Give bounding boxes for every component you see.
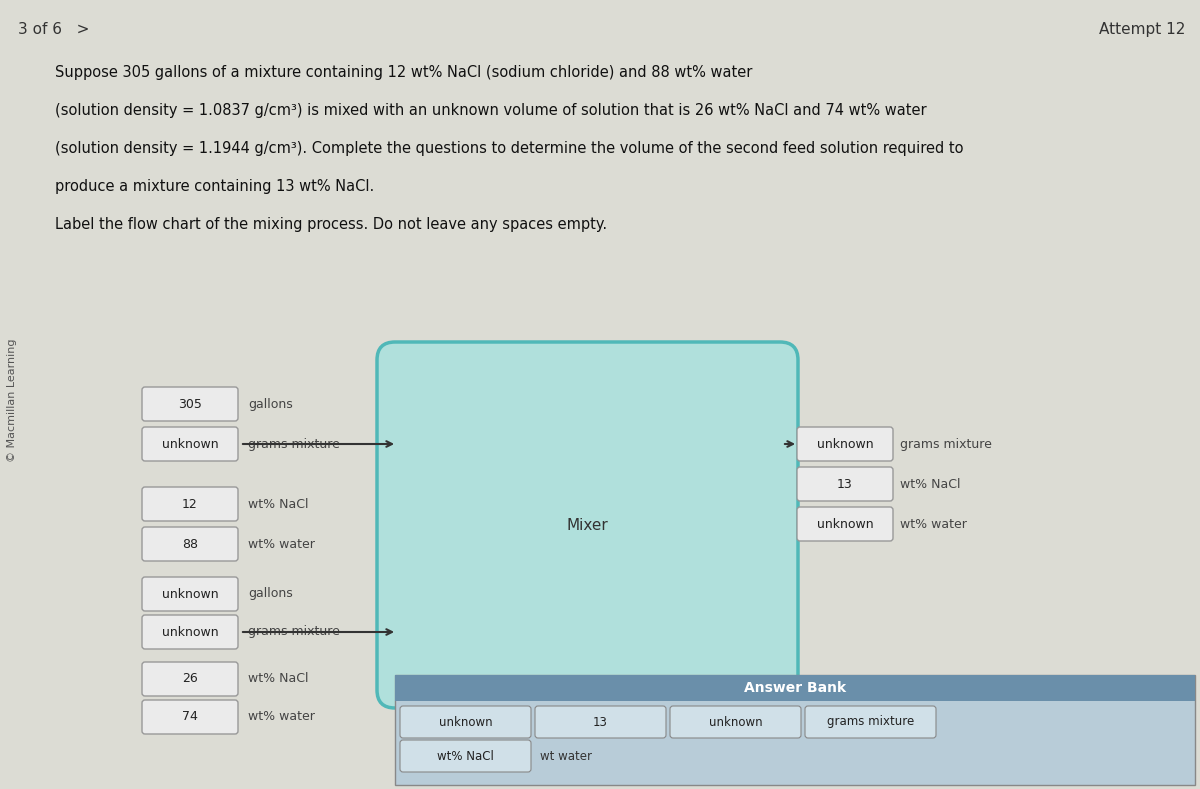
Text: gallons: gallons (248, 588, 293, 600)
Text: Label the flow chart of the mixing process. Do not leave any spaces empty.: Label the flow chart of the mixing proce… (55, 217, 607, 232)
Text: unknown: unknown (162, 588, 218, 600)
Text: (solution density = 1.0837 g/cm³) is mixed with an unknown volume of solution th: (solution density = 1.0837 g/cm³) is mix… (55, 103, 926, 118)
Text: 305: 305 (178, 398, 202, 410)
FancyBboxPatch shape (797, 507, 893, 541)
Text: 26: 26 (182, 672, 198, 686)
Text: 88: 88 (182, 537, 198, 551)
Text: Mixer: Mixer (566, 518, 608, 533)
FancyBboxPatch shape (142, 700, 238, 734)
Text: grams mixture: grams mixture (248, 437, 340, 451)
Text: gallons: gallons (248, 398, 293, 410)
Text: 13: 13 (838, 477, 853, 491)
Text: 13: 13 (593, 716, 608, 728)
Text: grams mixture: grams mixture (827, 716, 914, 728)
FancyBboxPatch shape (142, 577, 238, 611)
Text: unknown: unknown (439, 716, 492, 728)
Text: unknown: unknown (162, 437, 218, 451)
FancyBboxPatch shape (142, 662, 238, 696)
Text: (solution density = 1.1944 g/cm³). Complete the questions to determine the volum: (solution density = 1.1944 g/cm³). Compl… (55, 141, 964, 156)
Text: Attempt 12: Attempt 12 (1099, 22, 1186, 37)
Text: 74: 74 (182, 711, 198, 724)
FancyBboxPatch shape (670, 706, 802, 738)
Text: wt% water: wt% water (900, 518, 967, 530)
FancyBboxPatch shape (535, 706, 666, 738)
Text: 12: 12 (182, 498, 198, 510)
FancyBboxPatch shape (142, 615, 238, 649)
Text: unknown: unknown (709, 716, 762, 728)
FancyBboxPatch shape (400, 740, 530, 772)
FancyBboxPatch shape (395, 675, 1195, 701)
Text: wt% water: wt% water (248, 711, 314, 724)
Text: produce a mixture containing 13 wt% NaCl.: produce a mixture containing 13 wt% NaCl… (55, 179, 374, 194)
Text: wt% NaCl: wt% NaCl (248, 498, 308, 510)
FancyBboxPatch shape (797, 467, 893, 501)
Text: unknown: unknown (817, 437, 874, 451)
Text: unknown: unknown (817, 518, 874, 530)
FancyBboxPatch shape (142, 387, 238, 421)
FancyBboxPatch shape (395, 675, 1195, 785)
FancyBboxPatch shape (400, 706, 530, 738)
FancyBboxPatch shape (805, 706, 936, 738)
Text: © Macmillan Learning: © Macmillan Learning (7, 338, 17, 462)
Text: wt% NaCl: wt% NaCl (248, 672, 308, 686)
Text: wt% water: wt% water (248, 537, 314, 551)
Text: wt% NaCl: wt% NaCl (900, 477, 960, 491)
FancyBboxPatch shape (142, 427, 238, 461)
FancyBboxPatch shape (142, 527, 238, 561)
Text: wt water: wt water (540, 750, 592, 762)
Text: Answer Bank: Answer Bank (744, 681, 846, 695)
Text: unknown: unknown (162, 626, 218, 638)
FancyBboxPatch shape (142, 487, 238, 521)
Text: wt% NaCl: wt% NaCl (437, 750, 494, 762)
Text: grams mixture: grams mixture (900, 437, 992, 451)
Text: grams mixture: grams mixture (248, 626, 340, 638)
FancyBboxPatch shape (797, 427, 893, 461)
Text: Suppose 305 gallons of a mixture containing 12 wt% NaCl (sodium chloride) and 88: Suppose 305 gallons of a mixture contain… (55, 65, 752, 80)
Text: 3 of 6   >: 3 of 6 > (18, 22, 89, 37)
FancyBboxPatch shape (377, 342, 798, 708)
